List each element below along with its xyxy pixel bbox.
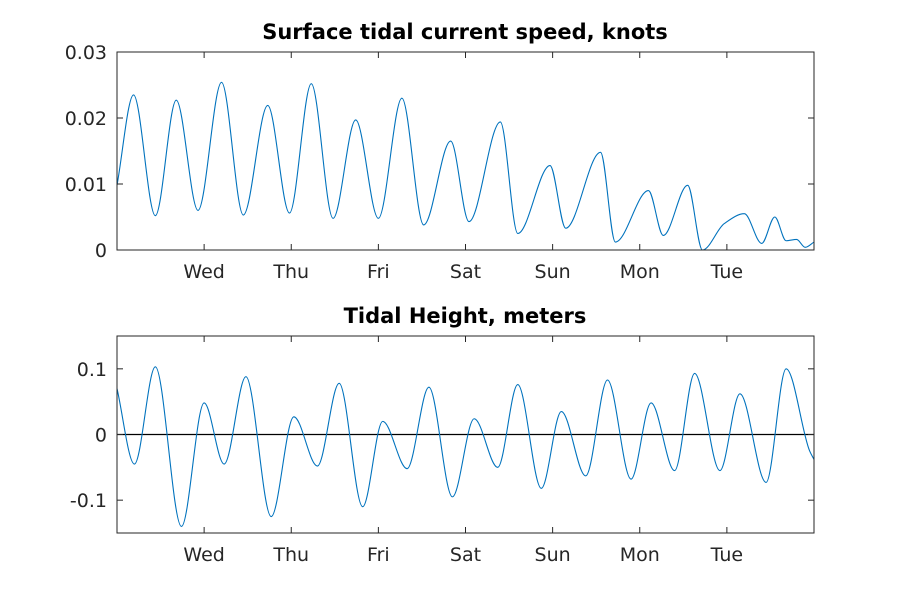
- x-tick-label: Mon: [620, 544, 660, 566]
- x-tick-label: Tue: [710, 261, 743, 283]
- x-axis: Wed Thu Fri Sat Sun Mon Tue: [183, 52, 743, 283]
- tidal-height-series: [116, 366, 815, 527]
- x-tick-label: Sat: [450, 544, 481, 566]
- x-tick-label: Fri: [367, 261, 390, 283]
- x-axis: Wed Thu Fri Sat Sun Mon Tue: [183, 336, 743, 566]
- x-tick-label: Sat: [450, 261, 481, 283]
- x-tick-label: Wed: [183, 261, 224, 283]
- series-line: [116, 366, 815, 527]
- y-tick-label: 0: [95, 425, 107, 447]
- x-tick-label: Sun: [535, 544, 571, 566]
- x-tick-label: Thu: [272, 544, 309, 566]
- x-tick-label: Thu: [272, 261, 309, 283]
- current-speed-series: [116, 81, 815, 251]
- current-speed-chart: Surface tidal current speed, knots Wed Th…: [65, 20, 815, 283]
- y-tick-label: 0: [95, 240, 107, 262]
- y-tick-label: -0.1: [70, 490, 107, 512]
- y-tick-label: 0.1: [77, 359, 107, 381]
- chart-title: Tidal Height, meters: [344, 304, 587, 328]
- y-axis: 0 0.01 0.02 0.03: [65, 42, 814, 262]
- x-tick-label: Wed: [183, 544, 224, 566]
- plot-frame: [116, 51, 815, 251]
- y-tick-label: 0.02: [65, 108, 107, 130]
- series-line: [116, 81, 815, 251]
- x-tick-label: Sun: [535, 261, 571, 283]
- y-tick-label: 0.01: [65, 174, 107, 196]
- x-tick-label: Mon: [620, 261, 660, 283]
- chart-title: Surface tidal current speed, knots: [262, 20, 668, 44]
- x-tick-label: Tue: [710, 544, 743, 566]
- y-axis: -0.1 0 0.1: [70, 359, 814, 512]
- tidal-height-chart: Tidal Height, meters Wed Thu Fri Sat Sun Mon T…: [70, 304, 815, 566]
- y-tick-label: 0.03: [65, 42, 107, 64]
- x-tick-label: Fri: [367, 544, 390, 566]
